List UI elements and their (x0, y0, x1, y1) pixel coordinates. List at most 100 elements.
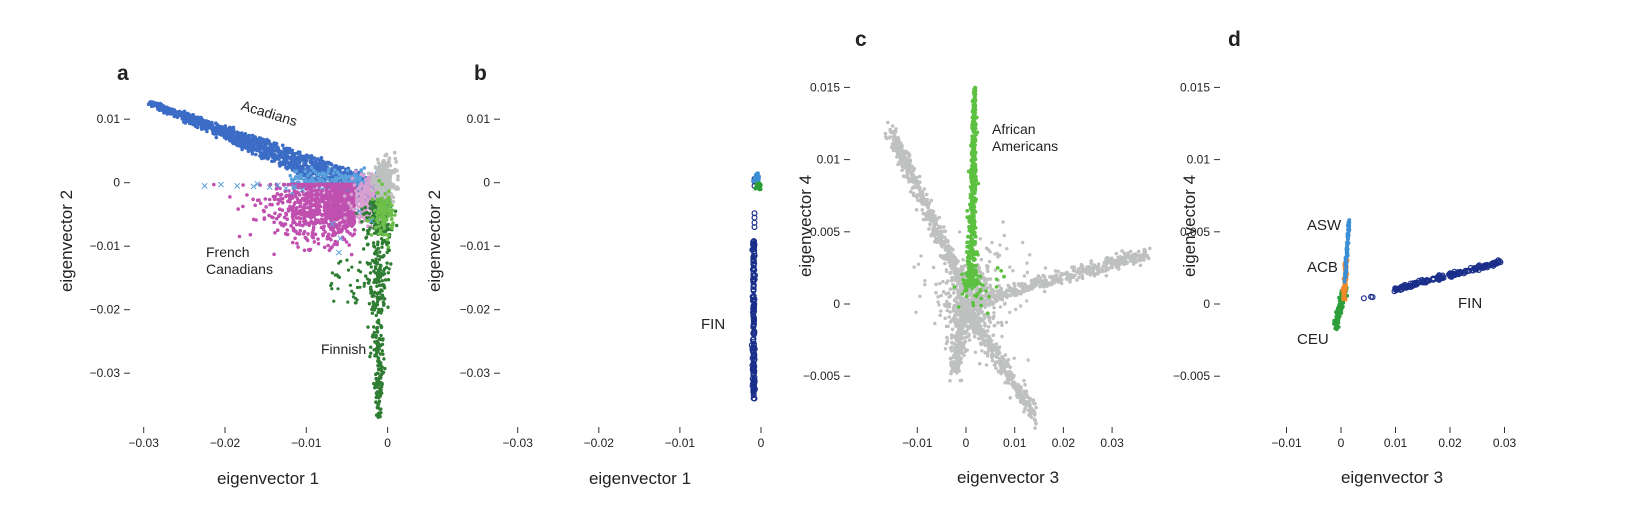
point-background (946, 291, 951, 295)
point-french-canadians (329, 238, 333, 242)
point-french-canadians (296, 245, 300, 249)
point-background (931, 219, 936, 224)
point-finnish (385, 226, 390, 230)
x-tick-label: −0.01 (665, 436, 696, 450)
point-finnish (375, 381, 379, 385)
point-french-canadians-light (364, 196, 368, 200)
point-background (902, 149, 907, 154)
point-french-canadians (312, 240, 317, 244)
point-acadians (268, 150, 272, 154)
point-background (906, 151, 911, 155)
point-french-canadians (311, 208, 316, 213)
point-french-canadians (305, 238, 310, 243)
point-finnish (363, 205, 367, 210)
point-background (927, 227, 931, 231)
point-acadians (255, 146, 260, 151)
point-background (959, 264, 964, 269)
point-finnish (367, 211, 372, 216)
point-french-canadians (325, 234, 330, 239)
point-other (393, 156, 398, 161)
point-finnish (384, 240, 388, 245)
point-finnish (361, 227, 366, 232)
point-acadians (165, 105, 169, 110)
point-french-canadians (314, 196, 319, 200)
point-french-canadians (320, 189, 325, 193)
point-outlier (329, 221, 336, 227)
point-finnish (374, 376, 378, 381)
panel-a-xlabel: eigenvector 1 (217, 469, 319, 488)
x-tick-label: −0.03 (129, 436, 160, 450)
point-background (950, 333, 954, 337)
point-acadians-light (310, 175, 315, 180)
point-french-canadians (348, 221, 353, 226)
point-french-canadians (324, 220, 328, 225)
point-acadians (249, 147, 253, 151)
point-finnish (380, 349, 384, 353)
y-tick-label: 0.01 (467, 112, 491, 126)
point-acadians (222, 135, 227, 140)
point-acadians (242, 143, 246, 148)
point-french-canadians (345, 182, 349, 187)
point-french-canadians (274, 216, 279, 221)
point-other (378, 188, 383, 193)
point-finnish-light (381, 233, 386, 237)
point-french-canadians (348, 231, 352, 236)
point-french-canadians-light (354, 169, 358, 174)
x-tick-label: −0.02 (210, 436, 241, 450)
x-tick-label: −0.01 (291, 436, 322, 450)
point-outlier (368, 217, 375, 224)
point-finnish (366, 325, 370, 329)
point-acadians (275, 146, 279, 151)
point-finnish (376, 344, 381, 348)
point-fin (750, 297, 757, 304)
point-acadians (284, 160, 289, 164)
point-french-canadians (329, 214, 334, 218)
point-acadians (293, 151, 297, 156)
point-background (1104, 257, 1108, 261)
point-finnish (383, 366, 387, 371)
point-finnish (372, 269, 376, 273)
point-french-canadians (322, 208, 327, 212)
point-finnish (374, 333, 378, 338)
point-finnish (374, 313, 378, 318)
point-background (946, 279, 950, 283)
point-finnish (367, 228, 371, 232)
point-background (901, 174, 906, 178)
point-finnish-light (379, 205, 384, 210)
point-fin (750, 244, 757, 251)
panel-a-points (146, 100, 401, 419)
point-fin (750, 392, 757, 399)
point-acadians-light (362, 166, 367, 170)
point-finnish (378, 250, 382, 254)
point-finnish (364, 274, 368, 278)
point-acadians (217, 127, 221, 131)
point-french-canadians (321, 233, 325, 238)
point-finnish (383, 278, 388, 282)
point-acadians (202, 124, 207, 129)
point-french-canadians (307, 191, 311, 195)
point-other (369, 188, 374, 193)
point-finnish (393, 209, 398, 213)
point-french-canadians-light (354, 189, 358, 193)
point-reference-green (754, 185, 759, 190)
panel-c-points (883, 85, 1152, 430)
point-french-canadians (309, 185, 314, 190)
point-french-canadians (327, 224, 331, 228)
point-acadians (229, 126, 233, 131)
point-other (392, 150, 397, 155)
point-acadians (313, 163, 318, 167)
point-french-canadians-light (373, 188, 377, 193)
point-acadians (259, 145, 263, 149)
point-finnish (375, 278, 379, 282)
point-acadians (303, 158, 308, 163)
point-french-canadians-light (357, 196, 362, 201)
point-acadians (290, 158, 295, 162)
point-background (1019, 291, 1023, 296)
point-french-canadians (339, 220, 343, 225)
point-acadians (241, 135, 245, 139)
point-french-canadians (332, 208, 337, 213)
point-finnish (386, 278, 391, 282)
point-french-canadians (328, 246, 333, 251)
point-background (928, 216, 933, 220)
point-finnish (375, 325, 380, 330)
